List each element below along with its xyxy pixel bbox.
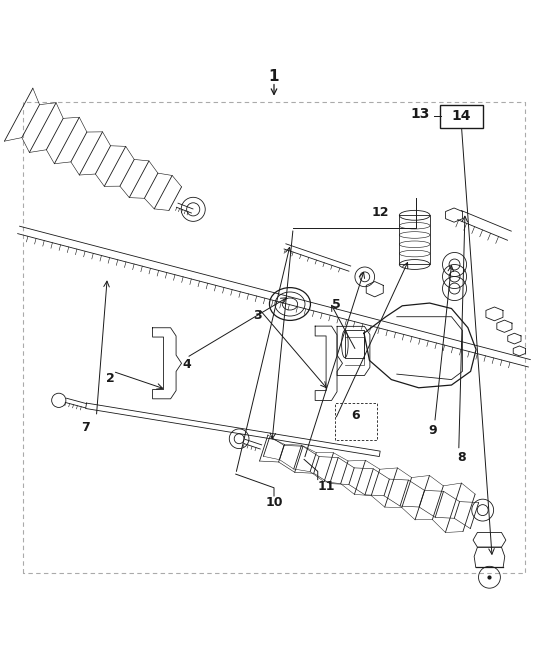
Text: 5: 5 — [333, 298, 341, 311]
Text: 7: 7 — [81, 421, 90, 434]
Text: 9: 9 — [428, 424, 437, 437]
FancyBboxPatch shape — [439, 105, 483, 127]
Text: 10: 10 — [265, 496, 283, 509]
Text: 3: 3 — [253, 309, 262, 322]
Text: 11: 11 — [318, 479, 335, 493]
Text: 8: 8 — [457, 452, 466, 464]
Text: 1: 1 — [269, 68, 279, 84]
Text: 14: 14 — [452, 109, 471, 123]
Text: 12: 12 — [372, 207, 389, 219]
Text: 4: 4 — [182, 359, 191, 371]
Text: 6: 6 — [352, 408, 360, 422]
Text: 2: 2 — [106, 372, 115, 385]
Text: 13: 13 — [411, 108, 430, 122]
